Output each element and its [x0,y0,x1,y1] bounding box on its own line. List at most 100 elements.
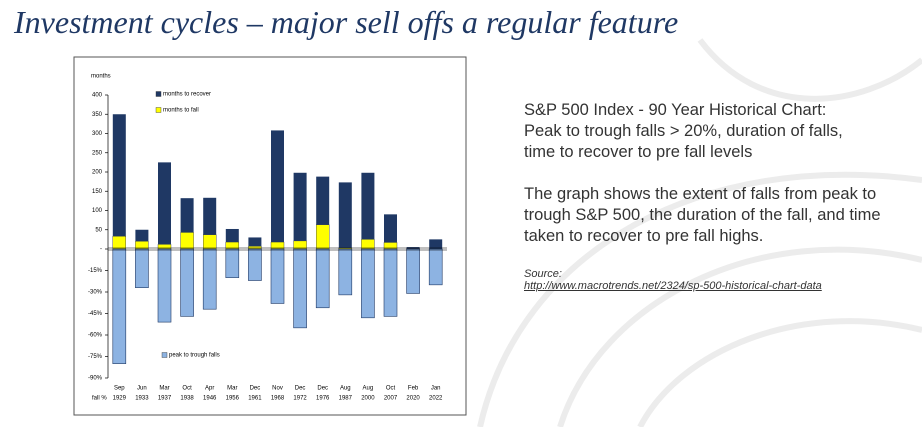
legend-swatch [155,91,162,97]
notes-title: S&P 500 Index - 90 Year Historical Chart… [524,100,916,163]
line: time to recover to pre fall levels [524,143,753,161]
y-tick-label: 50 [95,227,102,233]
y-tick-label: 400 [92,93,103,99]
y-tick-label: 150 [92,189,103,195]
y-axis-title: months [91,74,111,80]
y-tick-label: - [100,247,102,253]
fall-bar [383,248,398,317]
y-tick-label: 100 [92,208,103,214]
x-tick-label: Sep [114,386,125,392]
y2-tick-label: -15% [88,268,103,274]
month-bar [225,228,239,243]
x-tick-label: Aug [340,386,351,392]
x-tick-label: 1933 [135,396,149,402]
y2-tick-label: -75% [88,354,103,360]
month-bar [316,176,330,225]
month-bar [293,172,307,241]
source-label: Source: [524,268,562,280]
month-bar [202,234,217,250]
y-tick-label: 200 [92,170,103,176]
fall-bar [293,248,307,329]
y-tick-label: 300 [92,131,103,137]
fall-bar [112,248,127,364]
fall-bar [180,248,194,317]
source: Source: http://www.macrotrends.net/2324/s… [524,268,916,292]
fall-bar [406,248,420,294]
fall-bar [361,248,375,319]
x-tick-label: Nov [272,386,283,392]
x-tick-label: 1972 [293,396,307,402]
x-tick-label: 1937 [158,396,172,402]
month-bar [158,162,171,245]
fall-bar [428,248,443,286]
x-tick-label: Dec [317,386,328,392]
x-tick-label: Mar [159,386,169,392]
fall-bar [202,248,217,310]
heading: Investment cycles – major sell offs a re… [14,4,679,40]
swirl [637,318,922,427]
x-tick-label: Jun [137,386,147,392]
fall-bar [157,248,172,323]
legend-swatch [161,352,168,358]
x-tick-label: 1961 [248,396,262,402]
month-bar [361,239,375,250]
fall-bar [225,248,240,278]
fall-bar [135,248,149,289]
month-bar [316,224,330,250]
fall-bar [315,248,330,309]
notes-body: The graph shows the extent of falls from… [524,185,881,245]
swirl [557,246,922,427]
notes: S&P 500 Index - 90 Year Historical Chart… [524,100,916,292]
x-tick-label: Mar [227,386,237,392]
month-bar [157,244,172,250]
x-tick-label: 1938 [180,396,194,402]
y2-tick-label: -30% [88,290,103,296]
y-tick-label: 250 [92,150,103,156]
x-tick-label: 1929 [113,396,127,402]
x-tick-label: Feb [408,386,419,392]
line: S&P 500 Index - 90 Year Historical Chart… [524,101,827,119]
x-tick-label: 1987 [339,396,353,402]
x-tick-label: Apr [205,386,214,392]
background-pattern [477,38,922,427]
y2-tick-label: -45% [88,311,103,317]
month-bar [338,182,352,248]
x-tick-label: 2007 [384,396,398,402]
month-bar [384,214,397,243]
swirl [697,38,922,102]
month-bar [112,114,126,237]
x-tick-label: Aug [363,386,374,392]
fall-bar [270,248,285,304]
month-bar [248,246,262,250]
month-bar [429,239,443,249]
x-tick-label: Dec [295,386,306,392]
fall-bar [248,248,262,281]
x-tick-label: 1976 [316,396,330,402]
legend-label: months to fall [163,108,199,114]
month-bar [271,130,284,243]
y-tick-label: 350 [92,112,103,118]
line: Peak to trough falls > 20%, duration of … [524,122,843,140]
x-tick-label: 1956 [226,396,240,402]
month-bar [248,237,262,247]
x-tick-label: 2020 [406,396,420,402]
x-tick-label: 1946 [203,396,217,402]
month-bar [203,197,217,235]
month-bar [180,232,194,250]
legend-label: months to recover [163,92,211,98]
month-bar [180,198,194,233]
fall-bar [338,248,353,296]
x-tick-label: Jan [431,386,441,392]
x-axis-title: fall % [92,396,107,402]
source-link[interactable]: http://www.macrotrends.net/2324/sp-500-h… [524,280,822,292]
x-tick-label: Oct [182,386,192,392]
y2-tick-label: -60% [88,333,103,339]
month-bar [361,172,375,240]
x-tick-label: Dec [250,386,261,392]
x-tick-label: 2022 [429,396,443,402]
swirl [477,171,922,427]
legend-swatch [155,107,162,113]
month-bar [112,236,127,250]
